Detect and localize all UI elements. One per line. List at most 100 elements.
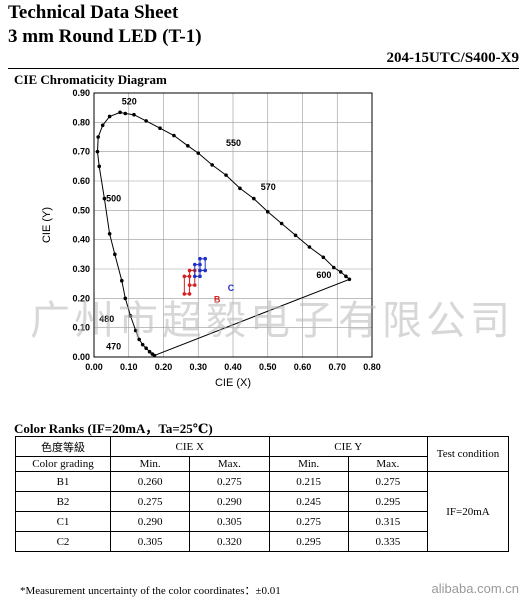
y-max-cell: 0.315 bbox=[347, 511, 429, 532]
rank-box-corner bbox=[192, 274, 197, 279]
cie-section-title: CIE Chromaticity Diagram bbox=[14, 72, 167, 87]
locus-point bbox=[113, 252, 117, 257]
wavelength-labels: 520 550 570 600 500 480 470 bbox=[99, 97, 331, 352]
x-tick-labels: 0.00 0.10 0.20 0.30 0.40 0.50 0.60 0.70 0.80 bbox=[85, 362, 381, 372]
locus-point bbox=[140, 342, 145, 347]
wavelength-label: 520 bbox=[122, 97, 137, 107]
wavelength-label: 570 bbox=[261, 182, 276, 192]
rank-box-corner bbox=[192, 262, 197, 267]
y-tick-label: 0.80 bbox=[72, 117, 90, 127]
locus-point bbox=[144, 346, 148, 351]
color-ranks-table: 色度等級 CIE X CIE Y Test condition Color gr… bbox=[15, 436, 509, 552]
wavelength-label: 600 bbox=[316, 270, 331, 280]
x-tick-label: 0.70 bbox=[328, 362, 346, 372]
y-tick-label: 0.20 bbox=[72, 293, 90, 303]
locus-point bbox=[107, 232, 112, 236]
locus-point bbox=[123, 111, 128, 116]
y-tick-label: 0.10 bbox=[72, 323, 90, 333]
grade-cell: B2 bbox=[15, 491, 111, 512]
locus-point bbox=[238, 186, 242, 191]
locus-point bbox=[338, 270, 343, 274]
y-min-cell: 0.295 bbox=[268, 531, 349, 552]
rank-label: B bbox=[214, 295, 221, 305]
x-min-cell: 0.275 bbox=[109, 491, 191, 512]
grading-header-cn: 色度等級 bbox=[15, 436, 111, 457]
y-min-cell: 0.245 bbox=[268, 491, 349, 512]
wavelength-label: 500 bbox=[106, 194, 121, 204]
y-max-cell: 0.275 bbox=[347, 471, 429, 492]
y-tick-label: 0.40 bbox=[72, 235, 90, 245]
locus-point bbox=[344, 274, 348, 279]
measurement-note: *Measurement uncertainty of the color co… bbox=[20, 585, 281, 597]
y-max-cell: 0.335 bbox=[347, 531, 429, 552]
x-min-header: Min. bbox=[109, 456, 191, 472]
rank-box-corner bbox=[198, 268, 202, 273]
locus-point bbox=[95, 149, 100, 154]
rank-label: C bbox=[228, 283, 235, 293]
y-max-cell: 0.295 bbox=[347, 491, 429, 512]
y-tick-label: 0.50 bbox=[72, 205, 90, 215]
cie-x-header: CIE X bbox=[110, 436, 270, 457]
part-number: 204-15UTC/S400-X9 bbox=[386, 50, 519, 66]
rank-box-corner bbox=[182, 292, 187, 296]
x-tick-label: 0.20 bbox=[155, 362, 173, 372]
locus-point bbox=[118, 110, 122, 115]
x-tick-label: 0.60 bbox=[294, 362, 312, 372]
spectral-locus-line bbox=[96, 111, 351, 357]
locus-point bbox=[265, 210, 270, 214]
locus-point bbox=[137, 337, 141, 342]
locus-point bbox=[279, 221, 284, 226]
grading-header-en: Color grading bbox=[15, 456, 111, 472]
cie-chart: 0.00 0.10 0.20 0.30 0.40 0.50 0.60 0.70 0.80 0.0… bbox=[41, 88, 381, 389]
x-min-cell: 0.305 bbox=[109, 531, 191, 552]
test-condition-header: Test condition bbox=[427, 436, 509, 472]
ranks-section-title: Color Ranks (IF=20mA，Ta=25℃) bbox=[14, 421, 213, 436]
rank-box-corner bbox=[187, 292, 192, 296]
table-row: B2 0.275 0.290 0.245 0.295 bbox=[15, 491, 509, 512]
locus-point bbox=[321, 255, 326, 260]
rank-box-corner bbox=[198, 274, 202, 279]
locus-point bbox=[158, 126, 162, 130]
locus-point bbox=[96, 135, 100, 139]
doc-subtitle: 3 mm Round LED (T-1) bbox=[8, 26, 202, 47]
locus-point bbox=[252, 196, 256, 201]
rank-box-corner bbox=[203, 256, 207, 261]
wavelength-label: 470 bbox=[106, 342, 121, 352]
y-max-header: Max. bbox=[347, 456, 429, 472]
rank-box-c2 bbox=[198, 256, 207, 273]
y-tick-label: 0.30 bbox=[72, 264, 90, 274]
y-min-cell: 0.215 bbox=[268, 471, 349, 492]
locus-point bbox=[97, 164, 102, 169]
x-max-cell: 0.275 bbox=[189, 471, 270, 492]
grade-cell: B1 bbox=[15, 471, 111, 492]
y-tick-label: 0.70 bbox=[72, 147, 90, 157]
locus-point bbox=[100, 123, 105, 128]
locus-point bbox=[186, 144, 190, 148]
locus-point bbox=[147, 349, 152, 354]
plot-frame bbox=[93, 92, 373, 358]
locus-point bbox=[331, 265, 336, 270]
locus-point bbox=[133, 328, 138, 333]
locus-point bbox=[293, 233, 298, 238]
x-tick-label: 0.00 bbox=[85, 362, 103, 372]
watermark-text: 广州市超毅电子有限公司 bbox=[30, 298, 514, 344]
x-tick-label: 0.80 bbox=[363, 362, 381, 372]
x-max-cell: 0.320 bbox=[189, 531, 270, 552]
grade-cell: C1 bbox=[15, 511, 111, 532]
x-min-cell: 0.290 bbox=[109, 511, 191, 532]
locus-point bbox=[210, 163, 214, 167]
rank-boxes bbox=[182, 256, 207, 296]
locus-point bbox=[132, 112, 136, 117]
x-tick-label: 0.50 bbox=[259, 362, 277, 372]
locus-point bbox=[120, 278, 124, 283]
table-row: C2 0.305 0.320 0.295 0.335 bbox=[15, 531, 509, 552]
x-min-cell: 0.260 bbox=[109, 471, 191, 492]
locus-point bbox=[102, 196, 107, 201]
y-tick-labels: 0.00 0.10 0.20 0.30 0.40 0.50 0.60 0.70 0.80 0.90 bbox=[72, 88, 90, 362]
rank-labels: BC bbox=[214, 283, 235, 305]
locus-point bbox=[107, 114, 112, 119]
table-row: B1 0.260 0.275 0.215 0.275 IF=20mA bbox=[15, 471, 509, 552]
x-axis-label: CIE (X) bbox=[215, 377, 251, 389]
locus-point bbox=[224, 173, 228, 177]
doc-title: Technical Data Sheet bbox=[8, 2, 179, 23]
